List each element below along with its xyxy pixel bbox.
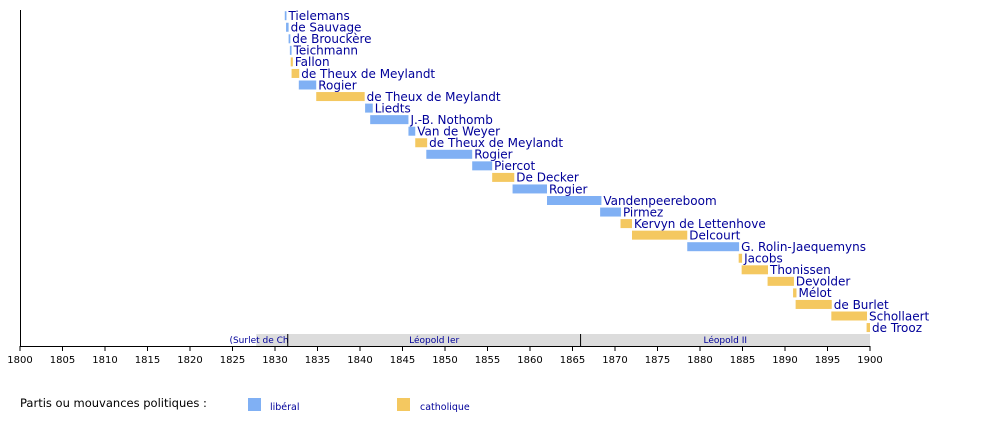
government-label-thonissen: Thonissen bbox=[769, 263, 831, 277]
government-bar-jacobs bbox=[738, 253, 743, 263]
government-bar-de-theux-de-meylandt bbox=[316, 92, 365, 102]
legend: Partis ou mouvances politiques : libéral… bbox=[20, 396, 470, 413]
government-bar-devolder bbox=[767, 276, 794, 286]
government-bar-j-b-nothomb bbox=[370, 115, 409, 125]
x-tick-label-1880: 1880 bbox=[687, 355, 712, 366]
government-bar-liedts bbox=[365, 103, 373, 113]
x-tick-label-1865: 1865 bbox=[560, 355, 585, 366]
government-bar-pirmez bbox=[600, 207, 621, 217]
x-tick-label-1890: 1890 bbox=[772, 355, 797, 366]
government-bar-kervyn-de-lettenhove bbox=[620, 219, 632, 229]
government-bar-rogier bbox=[298, 80, 317, 90]
x-axis-ticks: 1800 1805 1810 1815 1820 1825 1830 1835 1840 1845… bbox=[7, 346, 883, 366]
x-tick-label-1855: 1855 bbox=[475, 355, 500, 366]
government-bar-piercot bbox=[472, 161, 493, 171]
x-tick-label-1805: 1805 bbox=[50, 355, 75, 366]
x-tick-label-1860: 1860 bbox=[517, 355, 542, 366]
reign-band-leopold-ii bbox=[580, 334, 870, 346]
government-bar-melot bbox=[793, 288, 797, 298]
government-label-de-burlet: de Burlet bbox=[834, 298, 889, 312]
government-label-g-rolin-jaequemyns: G. Rolin-Jaequemyns bbox=[741, 240, 866, 254]
x-tick-label-1875: 1875 bbox=[645, 355, 670, 366]
government-label-fallon: Fallon bbox=[295, 55, 330, 69]
legend-title: Partis ou mouvances politiques : bbox=[20, 396, 207, 410]
x-tick-label-1870: 1870 bbox=[602, 355, 627, 366]
government-label-melot: Mélot bbox=[798, 286, 831, 300]
reign-label-surlet-de-chokier: (Surlet de Chokier) bbox=[229, 336, 314, 346]
government-bar-de-burlet bbox=[795, 299, 832, 309]
x-tick-label-1820: 1820 bbox=[177, 355, 202, 366]
government-label-liedts: Liedts bbox=[375, 101, 411, 115]
government-bar-tielemans bbox=[284, 11, 287, 21]
government-bar-de-trooz bbox=[866, 323, 870, 333]
government-bar-de-brouckere bbox=[288, 34, 291, 44]
government-label-de-trooz: de Trooz bbox=[872, 321, 922, 335]
government-label-delcourt: Delcourt bbox=[689, 228, 740, 242]
government-label-pirmez: Pirmez bbox=[623, 205, 663, 219]
x-tick-label-1845: 1845 bbox=[390, 355, 415, 366]
government-label-rogier: Rogier bbox=[549, 182, 587, 196]
legend-label-liberal: libéral bbox=[270, 402, 300, 413]
government-label-de-theux-de-meylandt: de Theux de Meylandt bbox=[367, 90, 501, 104]
government-bar-thonissen bbox=[741, 265, 768, 275]
government-label-jacobs: Jacobs bbox=[743, 252, 783, 266]
x-tick-label-1895: 1895 bbox=[815, 355, 840, 366]
government-label-de-theux-de-meylandt: de Theux de Meylandt bbox=[429, 136, 563, 150]
government-label-de-theux-de-meylandt: de Theux de Meylandt bbox=[301, 67, 435, 81]
government-label-devolder: Devolder bbox=[796, 275, 850, 289]
government-bar-teichmann bbox=[289, 45, 292, 55]
legend-swatch-catholic bbox=[397, 398, 410, 411]
government-label-j-b-nothomb: J.-B. Nothomb bbox=[409, 113, 492, 127]
government-label-de-sauvage: de Sauvage bbox=[291, 21, 362, 35]
government-label-piercot: Piercot bbox=[494, 159, 535, 173]
government-label-kervyn-de-lettenhove: Kervyn de Lettenhove bbox=[634, 217, 766, 231]
government-label-rogier: Rogier bbox=[318, 78, 356, 92]
government-bar-de-theux-de-meylandt bbox=[291, 68, 300, 78]
x-tick-label-1800: 1800 bbox=[7, 355, 32, 366]
government-bar-de-theux-de-meylandt bbox=[415, 138, 428, 148]
government-bar-schollaert bbox=[831, 311, 868, 321]
government-label-de-decker: De Decker bbox=[516, 171, 579, 185]
x-tick-label-1825: 1825 bbox=[220, 355, 245, 366]
x-tick-label-1830: 1830 bbox=[262, 355, 287, 366]
x-tick-label-1840: 1840 bbox=[347, 355, 372, 366]
government-label-van-de-weyer: Van de Weyer bbox=[417, 125, 500, 139]
government-bar-fallon bbox=[290, 57, 293, 67]
reign-label-leopold-ier: Léopold Ier bbox=[409, 335, 459, 346]
x-tick-label-1885: 1885 bbox=[730, 355, 755, 366]
reigns-layer: (Surlet de Chokier) Léopold Ier Léopold II bbox=[229, 334, 870, 346]
government-bar-vandenpeereboom bbox=[547, 196, 602, 205]
x-tick-label-1810: 1810 bbox=[92, 355, 117, 366]
government-label-de-brouckere: de Brouckère bbox=[292, 32, 371, 46]
government-bar-de-sauvage bbox=[286, 22, 289, 32]
government-label-rogier: Rogier bbox=[474, 148, 512, 162]
government-bar-g-rolin-jaequemyns bbox=[687, 242, 740, 252]
government-bar-rogier bbox=[512, 184, 547, 194]
government-bar-van-de-weyer bbox=[408, 126, 416, 136]
x-tick-label-1815: 1815 bbox=[135, 355, 160, 366]
reign-band-surlet-de-chokier bbox=[256, 334, 288, 346]
legend-swatch-liberal bbox=[248, 398, 261, 411]
government-label-vandenpeereboom: Vandenpeereboom bbox=[603, 194, 716, 208]
x-tick-label-1900: 1900 bbox=[857, 355, 882, 366]
government-bar-rogier bbox=[426, 149, 473, 159]
government-label-teichmann: Teichmann bbox=[293, 44, 358, 58]
government-label-schollaert: Schollaert bbox=[869, 309, 930, 323]
reign-label-leopold-ii: Léopold II bbox=[704, 335, 748, 346]
government-bar-de-decker bbox=[492, 172, 515, 182]
x-tick-label-1835: 1835 bbox=[305, 355, 330, 366]
government-bar-delcourt bbox=[632, 230, 688, 240]
x-tick-label-1850: 1850 bbox=[432, 355, 457, 366]
reign-band-leopold-ier bbox=[287, 334, 581, 346]
government-label-tielemans: Tielemans bbox=[287, 9, 349, 23]
legend-label-catholic: catholique bbox=[420, 402, 470, 413]
